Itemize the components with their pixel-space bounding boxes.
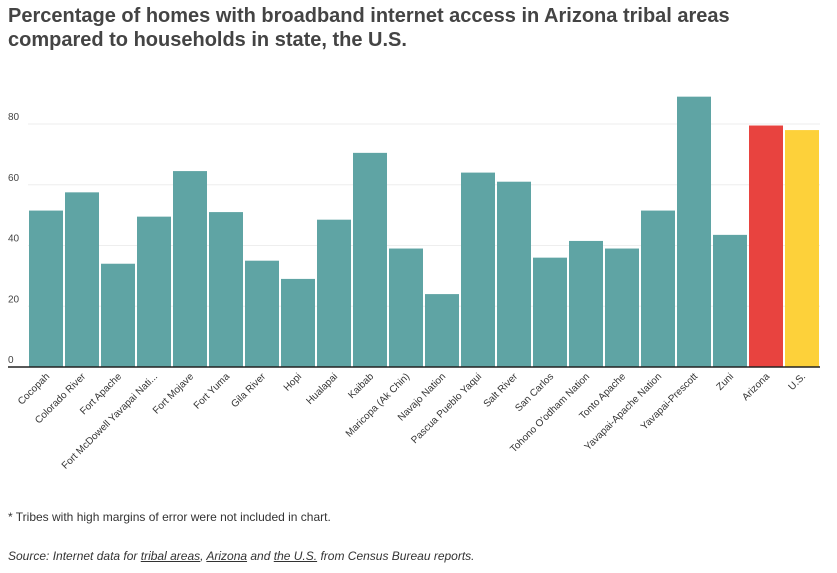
x-tick-label: Hopi [282, 371, 304, 393]
y-tick-label: 40 [8, 234, 20, 245]
bar-san-carlos [533, 257, 567, 367]
y-tick-label: 0 [8, 355, 14, 366]
tribal-areas-link[interactable]: tribal areas [140, 549, 201, 563]
footnote: * Tribes with high margins of error were… [8, 510, 331, 524]
x-tick-label: Pascua Pueblo Yaqui [409, 371, 484, 446]
source-line: Source: Internet data for tribal areas, … [8, 549, 475, 563]
source-separator-2: and [247, 549, 274, 563]
x-tick-label: Hualapai [304, 371, 340, 407]
x-tick-label: Kaibab [346, 371, 376, 401]
x-tick-label: Arizona [740, 371, 772, 403]
bar-kaibab [353, 152, 387, 367]
bar-tonto-apache [605, 248, 639, 367]
bar-maricopa-ak-chin [389, 248, 423, 367]
chart-title-line-2: compared to households in state, the U.S… [8, 29, 407, 51]
chart-title-line-1: Percentage of homes with broadband inter… [8, 5, 730, 27]
bar-hopi [281, 278, 315, 367]
y-axis-ticks: 0 20 40 60 80 [8, 112, 20, 366]
chart-title: Percentage of homes with broadband inter… [8, 4, 828, 52]
bar-fort-mcdowell-yavapai-nati [137, 216, 171, 367]
bar-zuni [713, 234, 747, 367]
bar-navajo-nation [425, 294, 459, 367]
bar-tohono-o-odham-nation [569, 240, 603, 367]
bar-salt-river [497, 181, 531, 367]
x-tick-label: Cocopah [16, 371, 52, 407]
source-prefix: Source: Internet data for [8, 549, 141, 563]
y-tick-label: 80 [8, 112, 20, 123]
x-tick-label: Maricopa (Ak Chin) [344, 371, 412, 439]
bar-cocopah [29, 210, 63, 367]
bar-fort-apache [101, 263, 135, 367]
x-tick-label: U.S. [787, 371, 809, 393]
us-link[interactable]: the U.S. [273, 549, 318, 563]
bar-yavapai-apache-nation [641, 210, 675, 367]
arizona-link[interactable]: Arizona [206, 549, 248, 563]
x-tick-label: Zuni [715, 371, 737, 393]
source-suffix: from Census Bureau reports. [317, 549, 475, 563]
x-tick-label: Fort Yuma [192, 371, 233, 412]
bar-arizona [749, 125, 783, 368]
bar-u-s [785, 130, 819, 367]
bar-gila-river [245, 260, 279, 367]
bar-pascua-pueblo-yaqui [461, 172, 495, 367]
bar-fort-mojave [173, 171, 207, 367]
bar-fort-yuma [209, 212, 243, 367]
y-tick-label: 20 [8, 294, 20, 305]
bar-yavapai-prescott [677, 96, 711, 367]
bar-colorado-river [65, 192, 99, 367]
y-tick-label: 60 [8, 173, 20, 184]
source-separator-1: , [200, 549, 207, 563]
x-tick-label: Gila River [229, 371, 268, 410]
bars [29, 96, 819, 368]
bar-hualapai [317, 219, 351, 367]
